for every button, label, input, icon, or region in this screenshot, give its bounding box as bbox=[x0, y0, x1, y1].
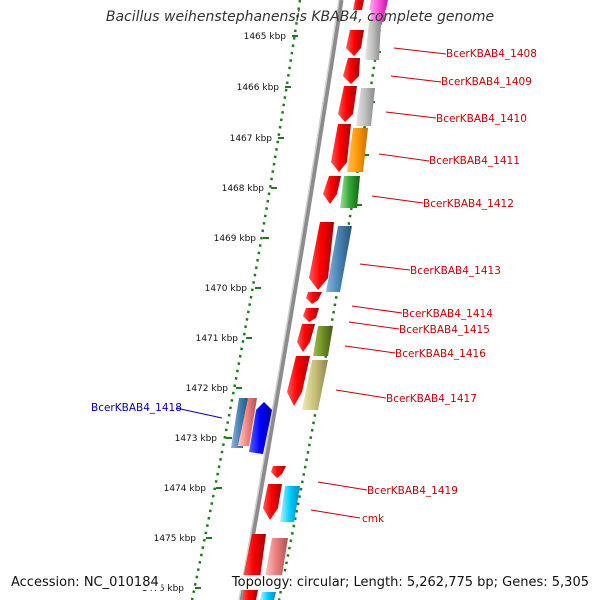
scale-label: 1473 kbp bbox=[175, 434, 218, 444]
callout-line bbox=[385, 111, 437, 119]
gene-arrow bbox=[323, 176, 341, 204]
gene-arrow bbox=[302, 360, 328, 410]
gene-arrow bbox=[370, 0, 386, 22]
scale-label: 1467 kbp bbox=[230, 134, 273, 144]
gene-arrow bbox=[260, 592, 276, 600]
scale-label: 1468 kbp bbox=[222, 184, 265, 194]
callout-line bbox=[390, 75, 442, 83]
gene-arrow bbox=[353, 0, 364, 10]
gene-arrow bbox=[340, 176, 360, 208]
gene-label[interactable]: BcerKBAB4_1414 bbox=[402, 308, 493, 320]
callout-line bbox=[317, 481, 368, 491]
gene-arrow bbox=[243, 534, 266, 588]
gene-arrow bbox=[306, 292, 322, 304]
gene-arrow bbox=[347, 128, 368, 172]
gene-arrow bbox=[297, 324, 315, 352]
gene-label[interactable]: cmk bbox=[362, 513, 385, 525]
gene-arrow bbox=[263, 484, 282, 520]
gene-label[interactable]: BcerKBAB4_1412 bbox=[423, 198, 514, 210]
gene-label[interactable]: BcerKBAB4_1409 bbox=[441, 76, 532, 88]
gene-arrow bbox=[242, 590, 258, 600]
gene-arrow bbox=[346, 30, 364, 56]
scale-label: 1472 kbp bbox=[186, 384, 229, 394]
gene-arrow bbox=[287, 356, 310, 406]
callout-line bbox=[378, 153, 430, 162]
gene-arrow bbox=[338, 86, 357, 122]
gene-label[interactable]: BcerKBAB4_1410 bbox=[436, 113, 527, 125]
callout-line bbox=[371, 195, 424, 204]
callout-line bbox=[359, 263, 411, 271]
gene-arrow bbox=[309, 222, 334, 290]
callout-line bbox=[335, 389, 387, 399]
gene-label[interactable]: BcerKBAB4_1408 bbox=[446, 48, 537, 60]
callout-line bbox=[175, 407, 223, 419]
gene-label-highlight[interactable]: BcerKBAB4_1418 bbox=[91, 402, 182, 414]
gene-label[interactable]: BcerKBAB4_1413 bbox=[410, 265, 501, 277]
callout-line bbox=[351, 305, 403, 314]
gene-arrow bbox=[271, 466, 286, 478]
scale-label: 1474 kbp bbox=[164, 484, 207, 494]
gene-arrow bbox=[249, 402, 272, 454]
gene-arrow bbox=[356, 88, 375, 126]
gene-arrow bbox=[365, 22, 381, 60]
genome-backbone bbox=[238, 0, 344, 600]
callout-lines bbox=[175, 47, 447, 519]
genome-backbone-highlight bbox=[238, 0, 340, 600]
scale-labels: 1465 kbp 1466 kbp 1467 kbp 1468 kbp 1469… bbox=[142, 32, 287, 594]
gene-label[interactable]: BcerKBAB4_1415 bbox=[399, 324, 490, 336]
scale-label: 1469 kbp bbox=[214, 234, 257, 244]
scale-label: 1465 kbp bbox=[244, 32, 287, 42]
scale-label: 1471 kbp bbox=[196, 334, 239, 344]
scale-label: 1470 kbp bbox=[205, 284, 248, 294]
gene-features bbox=[231, 0, 388, 600]
callout-line bbox=[393, 47, 447, 55]
map-title: Bacillus weihenstephanensis KBAB4, compl… bbox=[105, 9, 495, 25]
gene-arrow bbox=[313, 326, 333, 356]
scale-label: 1475 kbp bbox=[154, 534, 197, 544]
topology-text: Topology: circular; Length: 5,262,775 bp… bbox=[229, 575, 591, 590]
gene-labels: BcerKBAB4_1408 BcerKBAB4_1409 BcerKBAB4_… bbox=[91, 48, 537, 525]
gene-label[interactable]: BcerKBAB4_1417 bbox=[386, 393, 477, 405]
scale-label: 1476 kbp bbox=[142, 584, 185, 594]
gene-arrow bbox=[343, 58, 360, 84]
gene-arrow bbox=[326, 226, 352, 292]
scale-label: 1466 kbp bbox=[237, 83, 280, 93]
accession-text: Accession: NC_010184 bbox=[9, 575, 161, 590]
gene-label[interactable]: BcerKBAB4_1411 bbox=[429, 155, 520, 167]
callout-line bbox=[348, 321, 400, 330]
scale-ring-outer bbox=[277, 0, 386, 600]
gene-arrow bbox=[238, 398, 257, 446]
callout-line bbox=[310, 509, 361, 519]
gene-label[interactable]: BcerKBAB4_1419 bbox=[367, 485, 458, 497]
callout-line bbox=[344, 345, 396, 354]
gene-arrow bbox=[303, 308, 319, 322]
gene-arrow bbox=[331, 124, 351, 172]
gene-label[interactable]: BcerKBAB4_1416 bbox=[395, 348, 486, 360]
gene-arrow bbox=[280, 486, 300, 522]
